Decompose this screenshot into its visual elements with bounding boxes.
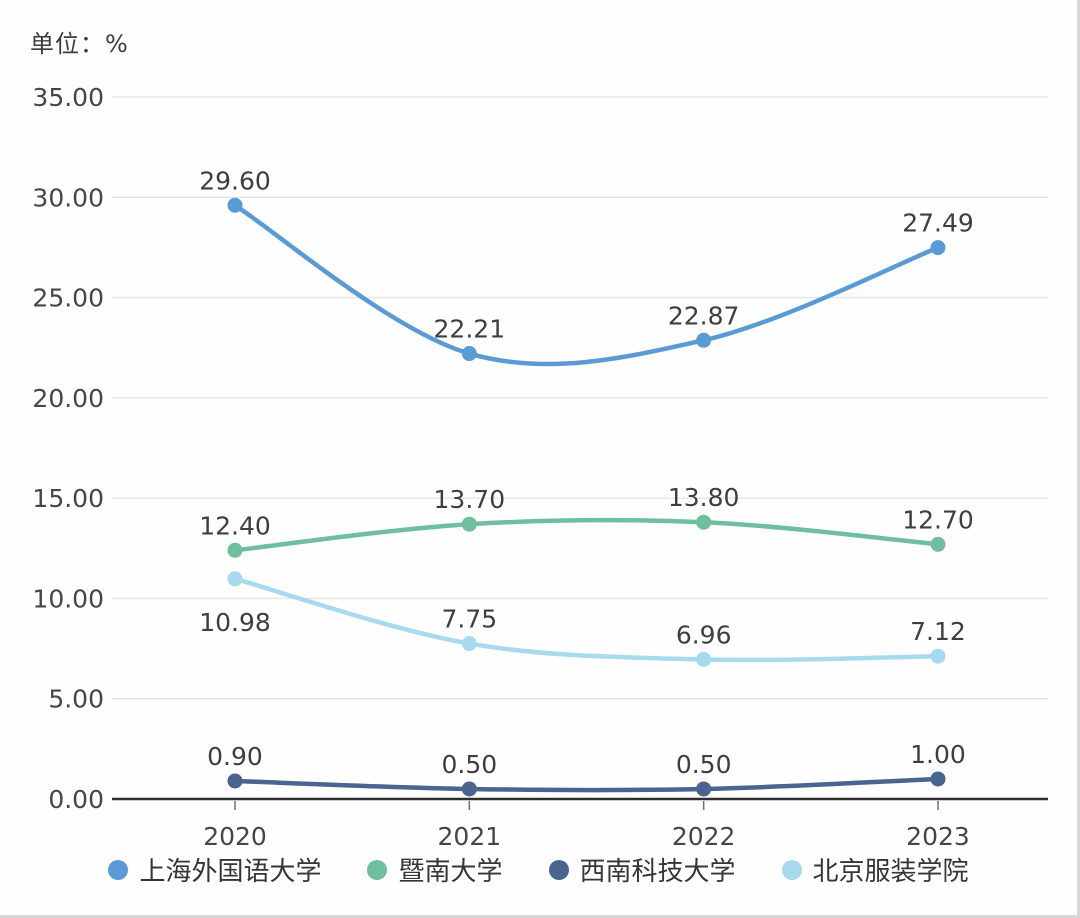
data-point-label: 29.60 xyxy=(199,166,271,195)
y-axis-tick-label: 20.00 xyxy=(32,384,104,413)
data-point-label: 7.75 xyxy=(441,605,497,634)
data-point xyxy=(227,773,243,789)
legend-label: 北京服装学院 xyxy=(812,857,969,887)
legend-item-shanghai-international-studies-university: 上海外国语大学 xyxy=(108,851,321,888)
data-point xyxy=(461,516,477,532)
data-point xyxy=(930,648,946,664)
x-axis-tick-label: 2021 xyxy=(438,822,502,851)
legend-label: 上海外国语大学 xyxy=(139,857,322,887)
y-axis-tick-label: 10.00 xyxy=(32,584,104,613)
data-point-label: 7.12 xyxy=(910,617,966,646)
legend: 上海外国语大学 暨南大学 西南科技大学 北京服装学院 xyxy=(0,851,1077,888)
data-point-label: 22.87 xyxy=(668,301,740,330)
data-point-label: 1.00 xyxy=(910,740,966,769)
legend-marker-icon xyxy=(367,859,388,880)
data-point-label: 10.98 xyxy=(199,608,271,637)
legend-marker-icon xyxy=(548,859,569,880)
series-line-1 xyxy=(232,517,941,553)
unit-label: 单位：% xyxy=(30,30,129,58)
x-axis-tick-label: 2020 xyxy=(203,822,267,851)
y-axis-tick-label: 25.00 xyxy=(32,284,104,313)
data-point xyxy=(227,542,243,558)
series-line-3 xyxy=(232,576,941,663)
y-axis-tick-label: 15.00 xyxy=(32,484,104,513)
data-point xyxy=(227,197,243,213)
data-point-label: 0.50 xyxy=(441,750,497,779)
x-axis-tick-label: 2023 xyxy=(906,822,970,851)
data-point xyxy=(696,514,712,530)
series-line-2 xyxy=(232,776,941,793)
data-point-label: 27.49 xyxy=(902,209,974,238)
data-point xyxy=(461,781,477,797)
legend-item-jinan-university: 暨南大学 xyxy=(367,851,503,888)
data-point xyxy=(461,346,477,362)
y-axis-tick-label: 0.00 xyxy=(48,785,104,814)
legend-label: 西南科技大学 xyxy=(579,857,736,887)
x-axis-tick-label: 2022 xyxy=(672,822,736,851)
data-point xyxy=(930,536,946,552)
data-point-label: 13.80 xyxy=(668,483,740,512)
data-point-label: 13.70 xyxy=(434,485,506,514)
data-point-label: 6.96 xyxy=(676,620,732,649)
y-axis-tick-label: 30.00 xyxy=(32,183,104,212)
data-point-label: 0.50 xyxy=(676,750,732,779)
data-point xyxy=(696,651,712,667)
data-point xyxy=(696,332,712,348)
data-point xyxy=(227,571,243,587)
y-axis-tick-label: 35.00 xyxy=(32,83,104,112)
series-line-0 xyxy=(232,203,941,367)
data-point-label: 22.21 xyxy=(434,315,506,344)
legend-item-southwest-university-of-science-and-technology: 西南科技大学 xyxy=(548,851,736,888)
data-point-label: 0.90 xyxy=(207,742,263,771)
legend-item-beijing-institute-of-fashion-technology: 北京服装学院 xyxy=(781,851,969,888)
data-point xyxy=(930,240,946,256)
data-point xyxy=(696,781,712,797)
legend-marker-icon xyxy=(781,859,802,880)
data-point-label: 12.40 xyxy=(199,511,271,540)
data-point-label: 12.70 xyxy=(902,505,974,534)
data-point xyxy=(461,636,477,652)
legend-label: 暨南大学 xyxy=(398,857,503,887)
legend-marker-icon xyxy=(108,859,129,880)
y-axis-tick-label: 5.00 xyxy=(48,685,104,714)
data-point xyxy=(930,771,946,787)
